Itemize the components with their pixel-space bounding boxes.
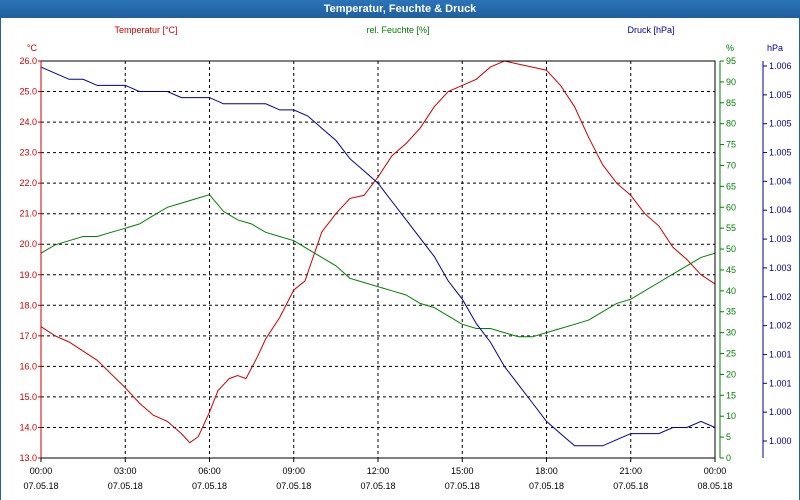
pressure-tick-label: 1.004 — [769, 176, 792, 186]
humidity-tick-label: 20 — [726, 369, 736, 379]
humidity-axis: 0 5 10 15 20 25 30 35 40 45 50 55 60 65 70 75 80 85 90 95% — [719, 43, 736, 463]
pressure-axis-title: Druck [hPa] — [627, 25, 674, 35]
grid — [41, 61, 715, 458]
humidity-tick-label: 75 — [726, 140, 736, 150]
humidity-tick-label: 10 — [726, 411, 736, 421]
series-line-pressure — [40, 66, 716, 447]
time-tick-label: 06:00 — [198, 466, 221, 476]
pressure-tick-label: 1.001 — [769, 378, 792, 388]
pressure-tick-label: 1.003 — [769, 234, 792, 244]
pressure-tick-label: 1.005 — [769, 148, 792, 158]
time-tick-label: 00:00 — [704, 466, 727, 476]
series-line-humidity — [40, 194, 716, 338]
date-tick-label: 07.05.18 — [276, 481, 311, 491]
temperature-tick-label: 17.0 — [19, 331, 37, 341]
pressure-tick-label: 1.002 — [769, 321, 792, 331]
humidity-tick-label: 95 — [726, 56, 736, 66]
temperature-tick-label: 16.0 — [19, 361, 37, 371]
temperature-unit: °C — [27, 43, 38, 53]
humidity-tick-label: 25 — [726, 349, 736, 359]
time-tick-label: 12:00 — [367, 466, 390, 476]
pressure-tick-label: 1.002 — [769, 292, 792, 302]
temperature-tick-label: 18.0 — [19, 300, 37, 310]
pressure-tick-label: 1.001 — [769, 349, 792, 359]
date-tick-label: 07.05.18 — [192, 481, 227, 491]
pressure-tick-label: 1.006 — [769, 61, 792, 71]
pressure-tick-label: 1.003 — [769, 263, 792, 273]
time-tick-label: 15:00 — [451, 466, 474, 476]
series-line-temperature — [40, 60, 716, 444]
date-tick-label: 07.05.18 — [613, 481, 648, 491]
temperature-tick-label: 15.0 — [19, 392, 37, 402]
time-tick-label: 03:00 — [114, 466, 137, 476]
weather-chart: 13.0 14.0 15.0 16.0 17.0 18.0 19.0 20.0 21.0 22.0… — [19, 25, 792, 491]
humidity-tick-label: 85 — [726, 98, 736, 108]
humidity-tick-label: 40 — [726, 286, 736, 296]
temperature-tick-label: 22.0 — [19, 178, 37, 188]
pressure-tick-label: 1.000 — [769, 436, 792, 446]
temperature-axis-title: Temperatur [°C] — [114, 25, 177, 35]
date-tick-label: 07.05.18 — [108, 481, 143, 491]
temperature-tick-label: 19.0 — [19, 270, 37, 280]
temperature-tick-label: 21.0 — [19, 209, 37, 219]
humidity-axis-title: rel. Feuchte [%] — [366, 25, 429, 35]
series-group — [40, 60, 716, 447]
date-tick-label: 07.05.18 — [360, 481, 395, 491]
temperature-tick-label: 25.0 — [19, 87, 37, 97]
temperature-tick-label: 14.0 — [19, 422, 37, 432]
humidity-tick-label: 15 — [726, 390, 736, 400]
pressure-tick-label: 1.004 — [769, 205, 792, 215]
temperature-axis: 13.0 14.0 15.0 16.0 17.0 18.0 19.0 20.0 21.0 22.0… — [19, 43, 42, 463]
window-title: Temperatur, Feuchte & Druck — [0, 0, 800, 18]
chart-area: 13.0 14.0 15.0 16.0 17.0 18.0 19.0 20.0 21.0 22.0… — [0, 18, 800, 500]
date-tick-label: 07.05.18 — [529, 481, 564, 491]
humidity-tick-label: 80 — [726, 119, 736, 129]
axis-labels: Temperatur [°C] rel. Feuchte [%] Druck [hP… — [114, 25, 674, 35]
pressure-tick-label: 1.005 — [769, 90, 792, 100]
date-tick-label: 07.05.18 — [445, 481, 480, 491]
temperature-tick-label: 26.0 — [19, 56, 37, 66]
humidity-tick-label: 70 — [726, 160, 736, 170]
pressure-unit: hPa — [767, 43, 783, 53]
humidity-tick-label: 55 — [726, 223, 736, 233]
pressure-tick-label: 1.000 — [769, 407, 792, 417]
humidity-tick-label: 0 — [726, 453, 731, 463]
humidity-tick-label: 30 — [726, 328, 736, 338]
humidity-tick-label: 65 — [726, 181, 736, 191]
time-tick-label: 00:00 — [30, 466, 53, 476]
humidity-tick-label: 5 — [726, 432, 731, 442]
temperature-tick-label: 24.0 — [19, 117, 37, 127]
humidity-unit: % — [726, 43, 734, 53]
humidity-tick-label: 90 — [726, 77, 736, 87]
temperature-tick-label: 20.0 — [19, 239, 37, 249]
humidity-tick-label: 50 — [726, 244, 736, 254]
time-tick-label: 21:00 — [619, 466, 642, 476]
date-tick-label: 08.05.18 — [697, 481, 732, 491]
date-tick-label: 07.05.18 — [23, 481, 58, 491]
humidity-tick-label: 60 — [726, 202, 736, 212]
humidity-tick-label: 35 — [726, 307, 736, 317]
temperature-tick-label: 23.0 — [19, 148, 37, 158]
humidity-tick-label: 45 — [726, 265, 736, 275]
temperature-tick-label: 13.0 — [19, 453, 37, 463]
pressure-tick-label: 1.005 — [769, 119, 792, 129]
time-tick-label: 09:00 — [282, 466, 305, 476]
pressure-axis: 1.000 1.000 1.001 1.001 1.002 1.002 1.003 1.003… — [762, 43, 792, 458]
time-tick-label: 18:00 — [535, 466, 558, 476]
time-axis: 00:00 07.05.18 03:00 07.05.18 06:00 07.05.18 0… — [23, 458, 733, 491]
